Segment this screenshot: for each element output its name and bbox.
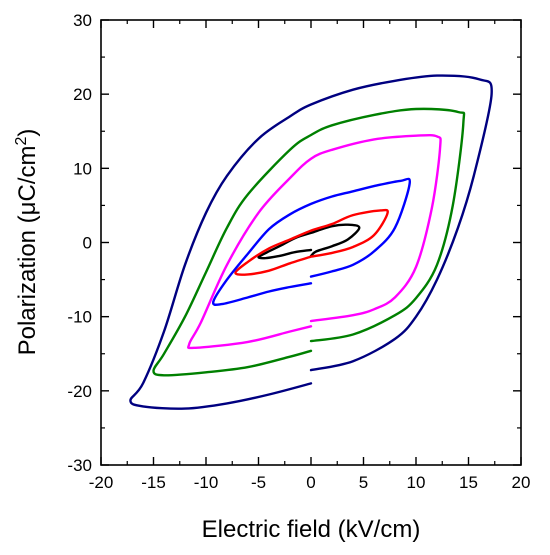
x-tick-label-6: 10 <box>407 473 426 492</box>
y-axis-title-mu: μ <box>14 202 41 216</box>
y-axis-title-post: ) <box>14 129 41 137</box>
x-tick-label-8: 20 <box>512 473 531 492</box>
y-tick-label-1: -20 <box>67 382 92 401</box>
loop-series-1 <box>234 208 389 276</box>
y-axis-title-pre: Polarization ( <box>14 215 41 355</box>
loop-series-4 <box>152 107 466 377</box>
y-tick-label-6: 30 <box>73 11 92 30</box>
loop-series-0 <box>257 223 361 260</box>
x-tick-label-5: 5 <box>359 473 368 492</box>
y-tick-label-4: 10 <box>73 159 92 178</box>
loop-series-2 <box>212 177 411 306</box>
y-axis-title: Polarization (μC/cm2) <box>13 129 41 356</box>
plot-frame <box>100 19 522 466</box>
x-tick-label-2: -10 <box>194 473 219 492</box>
x-tick-label-0: -20 <box>89 473 114 492</box>
y-tick-label-5: 20 <box>73 85 92 104</box>
polarization-loops <box>129 74 493 410</box>
y-axis-title-unit: C/cm <box>14 146 41 202</box>
y-axis-title-superscript: 2 <box>13 137 30 146</box>
y-tick-label-3: 0 <box>83 234 92 253</box>
x-tick-label-1: -15 <box>141 473 166 492</box>
y-tick-label-2: -10 <box>67 308 92 327</box>
loop-series-5 <box>129 74 493 410</box>
x-axis-title: Electric field (kV/cm) <box>202 516 421 543</box>
x-tick-label-3: -5 <box>251 473 266 492</box>
y-tick-label-0: -30 <box>67 456 92 475</box>
x-tick-label-7: 15 <box>459 473 478 492</box>
loop-series-3 <box>187 133 442 350</box>
x-tick-label-4: 0 <box>306 473 315 492</box>
